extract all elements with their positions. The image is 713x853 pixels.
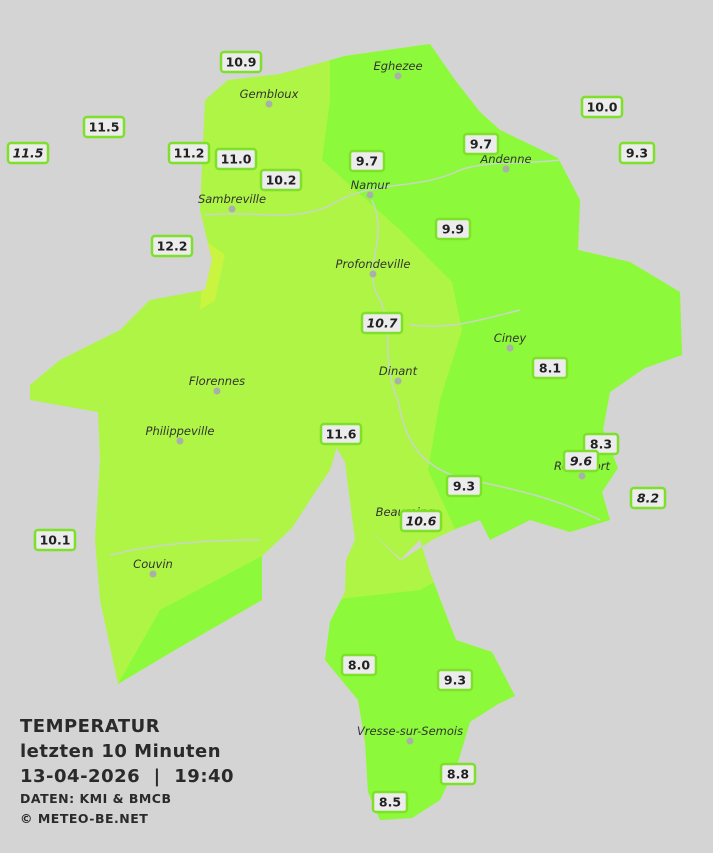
station-value: 11.0	[221, 152, 252, 167]
station-box	[6, 141, 50, 165]
city-dot	[394, 377, 402, 385]
city-label: Profondeville	[336, 257, 411, 271]
station-box	[436, 668, 474, 692]
city-dot	[502, 165, 510, 173]
station-box	[319, 422, 363, 446]
station-value: 11.2	[174, 146, 205, 161]
station-value: 8.3	[590, 437, 612, 452]
city-label: Andenne	[479, 152, 531, 166]
city-dot	[149, 570, 157, 578]
station-value: 10.0	[587, 100, 618, 115]
city-label: Vresse-sur-Semois	[357, 724, 463, 738]
station-box	[445, 474, 483, 498]
station-box	[580, 95, 624, 119]
copyright: © METEO-BE.NET	[20, 811, 149, 826]
station-value: 9.3	[444, 673, 466, 688]
station-box	[214, 147, 258, 171]
station-value: 11.5	[13, 146, 44, 161]
station-value: 9.9	[442, 222, 464, 237]
info-block: TEMPERATUR letzten 10 Minuten 13-04-2026…	[20, 714, 234, 829]
station-box	[371, 790, 409, 814]
station-value: 10.9	[226, 55, 257, 70]
station-value: 8.5	[379, 795, 401, 810]
city-dot	[265, 100, 273, 108]
city-label: Philippeville	[146, 424, 215, 438]
station-value: 9.6	[570, 454, 592, 469]
city-dot	[394, 72, 402, 80]
city-label: Namur	[351, 178, 391, 192]
station-box	[150, 234, 194, 258]
city-dot	[506, 344, 514, 352]
title: TEMPERATUR	[20, 716, 161, 737]
station-box	[399, 509, 443, 533]
station-value: 10.7	[367, 316, 398, 331]
station-box	[33, 528, 77, 552]
station-box	[360, 311, 404, 335]
station-box	[618, 141, 656, 165]
city-label: Ciney	[494, 331, 527, 345]
station-box	[531, 356, 569, 380]
city-dot	[578, 472, 586, 480]
station-box	[340, 653, 378, 677]
station-box	[439, 762, 477, 786]
station-box	[259, 168, 303, 192]
city-label: Gembloux	[240, 87, 299, 101]
station-value: 8.1	[539, 361, 561, 376]
city-label: Eghezee	[373, 59, 422, 73]
station-value: 10.1	[40, 533, 71, 548]
city-label: Sambreville	[198, 192, 266, 206]
station-box	[434, 217, 472, 241]
station-value: 8.0	[348, 658, 370, 673]
station-box	[82, 115, 126, 139]
city-label: Couvin	[133, 557, 173, 571]
station-value: 10.2	[266, 173, 297, 188]
city-dot	[228, 205, 236, 213]
river	[109, 159, 601, 556]
station-value: 9.3	[453, 479, 475, 494]
station-value: 8.8	[447, 767, 469, 782]
city-label: Dinant	[379, 364, 418, 378]
station-value: 9.7	[470, 137, 492, 152]
station-box	[582, 432, 620, 456]
station-box	[562, 449, 600, 473]
city-dot	[369, 270, 377, 278]
station-value: 9.7	[356, 154, 378, 169]
station-value: 11.6	[326, 427, 357, 442]
station-box	[629, 486, 667, 510]
city-dot	[176, 437, 184, 445]
station-value: 11.5	[89, 120, 120, 135]
station-value: 12.2	[157, 239, 188, 254]
city-label: Florennes	[189, 374, 245, 388]
city-dot	[366, 191, 374, 199]
station-box	[462, 132, 500, 156]
subtitle: letzten 10 Minuten	[20, 741, 222, 762]
station-value: 9.3	[626, 146, 648, 161]
station-box	[348, 149, 386, 173]
source: DATEN: KMI & BMCB	[20, 791, 172, 806]
datetime: 13-04-2026 | 19:40	[20, 766, 235, 787]
station-value: 8.2	[637, 491, 659, 506]
station-box	[219, 50, 263, 74]
station-value: 10.6	[406, 514, 437, 529]
city-dot	[406, 737, 414, 745]
city-dot	[213, 387, 221, 395]
station-box	[167, 141, 211, 165]
